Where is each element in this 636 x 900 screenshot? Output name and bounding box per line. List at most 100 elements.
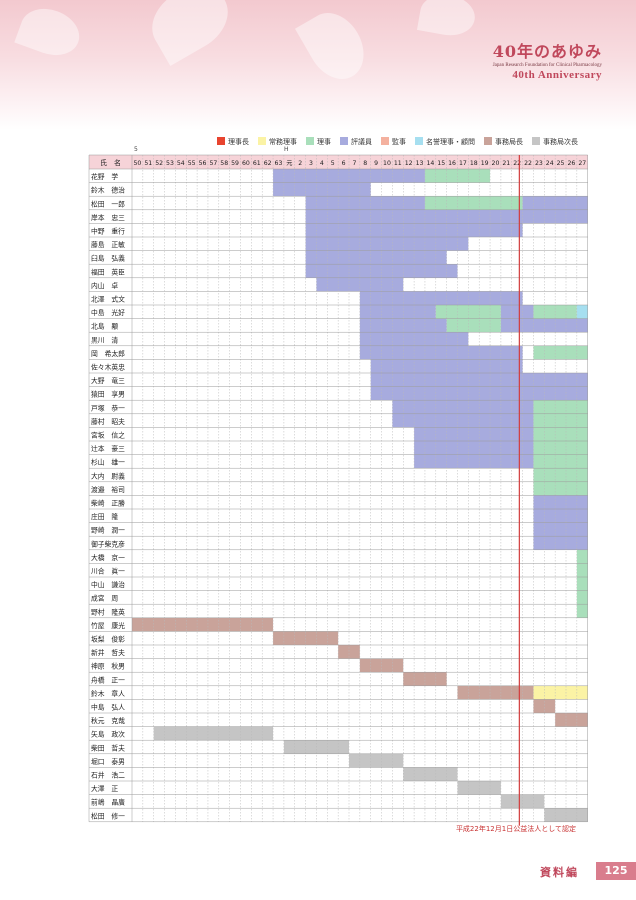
member-name: 岡 希太郎 <box>91 349 125 358</box>
tenure-bar <box>359 291 523 305</box>
tenure-bar <box>424 169 491 183</box>
member-name: 中山 謙治 <box>91 580 125 589</box>
legend-swatch <box>415 137 423 145</box>
tenure-bar <box>359 345 523 360</box>
tenure-bar <box>576 563 588 577</box>
tenure-bar <box>392 400 534 414</box>
legend-label: 理事長 <box>228 138 249 146</box>
tenure-bar <box>349 753 404 768</box>
year-label: 24 <box>546 160 554 167</box>
year-label: 19 <box>481 160 489 167</box>
year-label: 26 <box>567 160 575 167</box>
tenure-bar <box>576 590 588 605</box>
legend-swatch <box>217 137 225 145</box>
member-name: 中島 光好 <box>91 308 125 317</box>
member-name: 中野 重行 <box>91 227 125 236</box>
member-name: 竹屋 康光 <box>91 621 125 630</box>
name-column-header: 氏 名 <box>100 158 121 167</box>
member-name: 御子柴克彦 <box>91 539 125 548</box>
year-label: 10 <box>383 160 391 167</box>
member-name: 北澤 式文 <box>91 295 125 304</box>
year-label: 62 <box>264 160 272 167</box>
member-name: 柴崎 正勝 <box>91 499 125 508</box>
member-name: 戸塚 恭一 <box>91 403 125 412</box>
member-name: 鈴木 章人 <box>91 689 125 698</box>
tenure-bar <box>533 522 588 537</box>
year-label: 63 <box>275 160 283 167</box>
tenure-bar <box>533 536 588 550</box>
member-name: 中島 弘人 <box>91 703 125 712</box>
year-label: 61 <box>253 160 261 167</box>
tenure-bar <box>576 549 588 564</box>
tenure-bar <box>392 413 534 428</box>
member-name: 猿田 享男 <box>91 390 125 399</box>
member-name: 鈴木 德治 <box>91 186 125 195</box>
member-name: 北島 颙 <box>91 322 118 331</box>
tenure-bar <box>305 196 425 210</box>
tenure-bar <box>576 577 588 591</box>
member-name: 庄田 隆 <box>91 512 118 521</box>
legend-swatch <box>306 137 314 145</box>
year-label: 54 <box>177 160 185 167</box>
legend-swatch <box>532 137 540 145</box>
year-label: 59 <box>231 160 239 167</box>
year-label: 6 <box>342 160 346 167</box>
tenure-bar <box>533 481 588 496</box>
year-label: 23 <box>535 160 543 167</box>
year-label: 4 <box>320 160 324 167</box>
legend-swatch <box>381 137 389 145</box>
anniversary-logo: 40年のあゆみ Japan Research Foundation for Cl… <box>493 38 602 81</box>
member-name: 内山 卓 <box>91 281 118 290</box>
tenure-bar <box>305 250 447 265</box>
showa-marker: 5 <box>134 146 138 153</box>
legend-item: 名誉理事・顧問 <box>415 137 475 147</box>
legend-item: 監事 <box>381 137 406 147</box>
legend-swatch <box>258 137 266 145</box>
tenure-bar <box>403 672 447 686</box>
year-label: 52 <box>155 160 163 167</box>
member-name: 大澤 正 <box>91 784 118 793</box>
tenure-bar <box>414 441 534 455</box>
heisei-marker: H <box>284 146 289 153</box>
member-name: 坂梨 俊彰 <box>91 635 125 644</box>
member-name: 大橋 京一 <box>91 553 125 562</box>
member-name: 野崎 潤一 <box>91 526 125 535</box>
tenure-bar <box>533 413 588 428</box>
member-name: 花野 学 <box>91 172 118 181</box>
legend-label: 事務局長 <box>495 138 523 146</box>
tenure-bar <box>414 454 534 469</box>
year-label: 55 <box>188 160 196 167</box>
tenure-bar <box>533 454 588 469</box>
member-name: 松田 修一 <box>91 811 125 820</box>
tenure-bar <box>533 468 588 482</box>
tenure-bar <box>273 169 425 183</box>
member-name: 大内 尉義 <box>91 471 125 480</box>
member-name: 矢島 政次 <box>91 730 125 739</box>
tenure-bar <box>305 209 588 224</box>
tenure-bar <box>533 400 588 414</box>
year-label: 15 <box>437 160 445 167</box>
year-label: 7 <box>352 160 356 167</box>
year-label: 11 <box>394 160 402 167</box>
year-label: 18 <box>470 160 478 167</box>
year-label: 22 <box>513 160 521 167</box>
tenure-bar <box>424 196 523 210</box>
year-label: 17 <box>459 160 467 167</box>
member-name: 岸本 忠三 <box>91 213 125 222</box>
member-name: 柴田 哲夫 <box>91 743 125 752</box>
member-name: 黒川 清 <box>91 335 118 344</box>
year-label: 3 <box>309 160 313 167</box>
year-label: 12 <box>405 160 413 167</box>
tenure-bar <box>533 427 588 441</box>
member-name: 松田 一郎 <box>91 199 125 208</box>
section-label: 資料編 <box>540 866 579 879</box>
member-name: 藤島 正敏 <box>91 240 125 249</box>
member-name: 渡邉 裕司 <box>91 485 125 494</box>
year-label: 2 <box>298 160 302 167</box>
legend-label: 理事 <box>317 138 331 146</box>
legend-item: 理事長 <box>217 137 249 147</box>
year-label: 14 <box>426 160 434 167</box>
year-label: 25 <box>557 160 565 167</box>
legend-item: 評議員 <box>340 137 372 147</box>
year-label: 56 <box>199 160 207 167</box>
